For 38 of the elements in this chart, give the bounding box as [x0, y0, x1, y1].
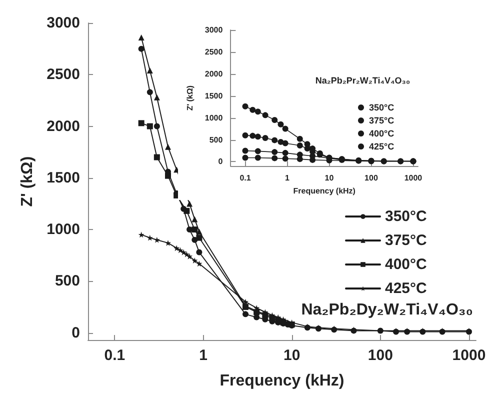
- y-axis-title: Z' (kΩ): [19, 156, 36, 207]
- y-tick-label: 0: [218, 157, 224, 166]
- x-tick-label: 10: [283, 347, 300, 364]
- x-tick-label: 1000: [452, 347, 486, 364]
- x-tick-label: 10: [324, 174, 334, 183]
- y-tick-label: 2000: [46, 118, 80, 135]
- legend-title: Na₂Pb₂Pr₂W₂Ti₄V₄O₃₀: [315, 76, 410, 86]
- y-tick-label: 2000: [204, 69, 224, 78]
- legend-label: 350°C: [385, 208, 428, 225]
- y-tick-label: 500: [54, 272, 80, 290]
- legend-label: 375°C: [369, 116, 395, 126]
- x-axis-title: Frequency (kHz): [293, 186, 356, 196]
- x-tick-label: 100: [364, 174, 378, 183]
- x-tick-label: 1: [199, 347, 208, 364]
- legend-label: 425°C: [369, 142, 395, 152]
- y-tick-label: 0: [72, 324, 80, 342]
- x-tick-label: 0.1: [104, 347, 126, 364]
- y-tick-label: 500: [209, 135, 224, 144]
- x-tick-label: 100: [368, 347, 393, 364]
- legend-label: 400°C: [369, 128, 395, 138]
- legend-label: 350°C: [369, 102, 395, 112]
- y-tick-label: 1000: [204, 113, 224, 122]
- legend-label: 375°C: [385, 232, 428, 249]
- x-tick-label: 1: [285, 174, 290, 183]
- y-tick-label: 2500: [46, 66, 80, 84]
- y-tick-label: 3000: [46, 14, 80, 32]
- x-tick-label: 0.1: [240, 174, 252, 183]
- y-tick-label: 1000: [46, 221, 80, 238]
- x-tick-label: 1000: [404, 174, 423, 183]
- legend-label: 425°C: [385, 280, 428, 297]
- legend-label: 400°C: [385, 256, 428, 273]
- y-tick-label: 1500: [204, 91, 224, 100]
- y-tick-label: 1500: [46, 169, 80, 186]
- y-tick-label: 3000: [204, 26, 224, 34]
- y-tick-label: 2500: [204, 47, 224, 56]
- annotation: Na₂Pb₂Dy₂W₂Ti₄V₄O₃₀: [301, 302, 473, 318]
- y-axis-title: Z' (kΩ): [186, 85, 194, 111]
- x-axis-title: Frequency (kHz): [220, 372, 344, 390]
